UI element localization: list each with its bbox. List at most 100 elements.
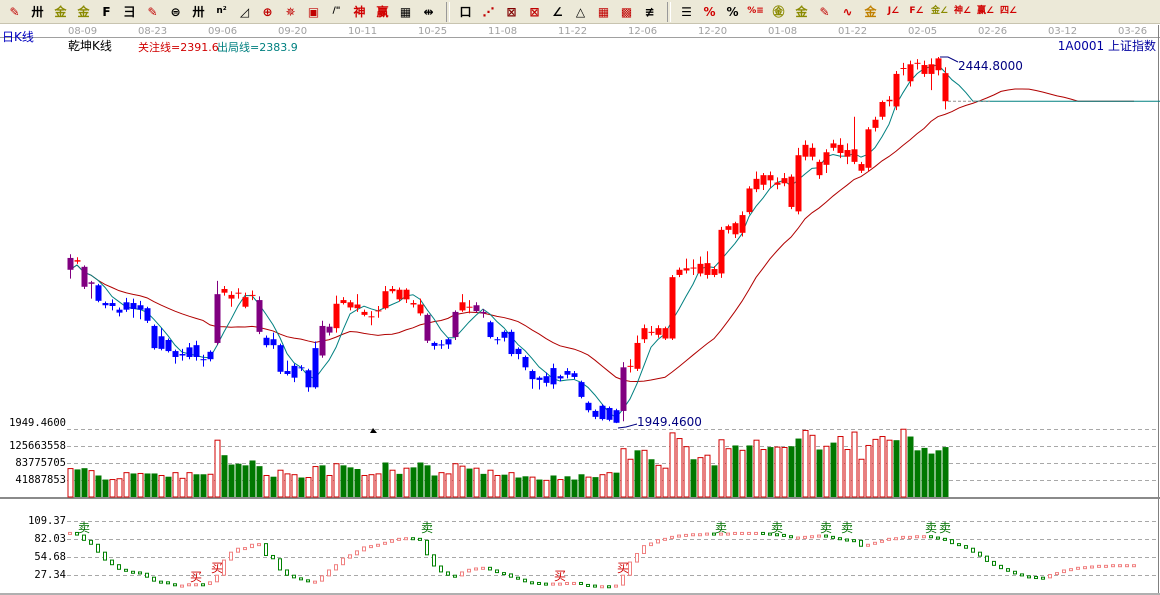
- candle-body: [697, 263, 704, 274]
- percent-lines-icon[interactable]: %≡: [747, 6, 764, 16]
- square-diagonal-icon[interactable]: ⊠: [506, 4, 517, 19]
- candle-body: [263, 337, 270, 346]
- candle: [207, 350, 214, 362]
- god-line-icon[interactable]: 神: [353, 4, 366, 19]
- volume-bar: [627, 458, 634, 498]
- candle: [102, 301, 109, 309]
- indicator-bar: [278, 558, 282, 571]
- cycle-icon[interactable]: 彐: [123, 4, 136, 19]
- marker-icon[interactable]: ✎: [147, 4, 158, 19]
- candle-body: [249, 294, 256, 296]
- f-angle-icon[interactable]: F∠: [909, 6, 924, 16]
- volume-bar: [109, 479, 116, 498]
- gold-circle-icon[interactable]: ㊎: [772, 4, 785, 19]
- triangle-icon[interactable]: ◿: [239, 4, 250, 19]
- angle-icon[interactable]: ∠: [552, 4, 563, 19]
- candle-body: [746, 188, 753, 213]
- god-angle-icon[interactable]: 神∠: [953, 6, 972, 16]
- volume-bar: [487, 469, 494, 498]
- indicator-tick: 27.34: [34, 569, 66, 581]
- range-arrows-icon[interactable]: ⇹: [423, 4, 434, 19]
- indicator-bar: [593, 584, 597, 588]
- gold-line-icon[interactable]: 金: [54, 4, 67, 19]
- indicator-bar: [285, 569, 289, 576]
- candle-body: [543, 376, 550, 383]
- candle: [158, 328, 165, 351]
- gold-bar-icon[interactable]: 金: [864, 4, 877, 19]
- candle: [935, 57, 942, 76]
- candle-body: [452, 311, 459, 338]
- indicator-bar: [117, 564, 121, 570]
- four-angle-icon[interactable]: 四∠: [999, 6, 1018, 16]
- compass-icon[interactable]: ✵: [285, 4, 296, 19]
- percent-icon[interactable]: %: [726, 4, 739, 19]
- indicator-bar: [376, 543, 380, 547]
- circle-ruler-icon[interactable]: ⊜: [170, 4, 181, 19]
- low-price-annotation: 1949.4600: [637, 415, 702, 429]
- fan-lines-icon[interactable]: ⋰: [482, 4, 495, 19]
- indicator-bar: [439, 565, 443, 573]
- candle: [774, 177, 781, 190]
- gold-lines-icon[interactable]: 金: [795, 4, 808, 19]
- candle-body: [725, 226, 732, 230]
- candle-body: [781, 178, 788, 184]
- volume-bar: [655, 464, 662, 498]
- candle: [564, 368, 571, 379]
- gold-angle-icon[interactable]: 金∠: [930, 6, 949, 16]
- table-lines-icon[interactable]: ☰: [681, 4, 692, 19]
- pencil-icon[interactable]: ✎: [9, 4, 20, 19]
- period-label[interactable]: 日K线: [2, 30, 34, 44]
- candle: [305, 368, 312, 392]
- candle-body: [669, 277, 676, 339]
- ruler-123-icon[interactable]: ▦: [399, 4, 412, 19]
- indicator-bar: [1069, 568, 1073, 572]
- indicator-bar: [250, 543, 254, 549]
- indicator-bar: [628, 561, 632, 576]
- win-angle-icon[interactable]: 赢∠: [976, 6, 995, 16]
- fibonacci-icon[interactable]: F: [102, 4, 111, 19]
- fast-ma-line: [69, 64, 1160, 419]
- candle: [459, 294, 466, 312]
- candle-body: [81, 266, 88, 287]
- parallel-lines-icon[interactable]: ≢: [644, 4, 655, 19]
- percent-slash-icon[interactable]: %: [703, 4, 716, 19]
- j-angle-icon[interactable]: J∠: [887, 6, 900, 16]
- period-lines-icon[interactable]: 卅: [192, 4, 205, 19]
- grid-lines-icon[interactable]: 卅: [31, 4, 44, 19]
- square-n-icon[interactable]: n²: [216, 6, 227, 16]
- volume-bar: [179, 477, 186, 498]
- annotations: [617, 56, 959, 429]
- indicator-bar: [1076, 566, 1080, 570]
- candle: [893, 70, 900, 111]
- drawing-toolbar: ✎ 卅金金 F 彐 ✎ ⊜ 卅 n² ◿ ⊕ ✵ ▣/" 神赢 ▦ ⇹ 口 ⋰ ⊠ ⊠ ∠ △ ▦ ▩ ≢ ☰%% %≡ ㊎金 ✎ ∿ 金…: [0, 0, 1160, 24]
- slash-lines-icon[interactable]: /": [332, 6, 341, 16]
- volume-bar: [550, 475, 557, 497]
- gantt-box-icon[interactable]: 口: [459, 4, 472, 19]
- volume-bar: [585, 476, 592, 498]
- grid-square-icon[interactable]: ▦: [597, 4, 610, 19]
- gold-split-icon[interactable]: 金: [77, 4, 90, 19]
- target-icon[interactable]: ⊕: [262, 4, 273, 19]
- candle-body: [893, 73, 900, 107]
- small-angle-icon[interactable]: △: [575, 4, 586, 19]
- sell-signal-label: 卖: [715, 521, 727, 535]
- date-tick-label: 02-26: [978, 26, 1007, 37]
- wave-icon[interactable]: ∿: [842, 4, 853, 19]
- grid-square-alt-icon[interactable]: ▩: [620, 4, 633, 19]
- indicator-bar: [383, 541, 387, 545]
- volume-bar: [375, 473, 382, 498]
- candle-body: [683, 268, 690, 271]
- win-line-icon[interactable]: 赢: [376, 4, 389, 19]
- candle: [172, 349, 179, 364]
- candle: [613, 408, 620, 424]
- square-fan-icon[interactable]: ⊠: [529, 4, 540, 19]
- square-target-icon[interactable]: ▣: [307, 4, 320, 19]
- candle-body: [655, 328, 662, 335]
- marker-lines-icon[interactable]: ✎: [819, 4, 830, 19]
- volume-bar: [837, 436, 844, 498]
- candle: [809, 143, 816, 161]
- candle-body: [221, 288, 228, 293]
- candle: [340, 297, 347, 305]
- candle: [620, 362, 627, 422]
- volume-bar: [165, 476, 172, 497]
